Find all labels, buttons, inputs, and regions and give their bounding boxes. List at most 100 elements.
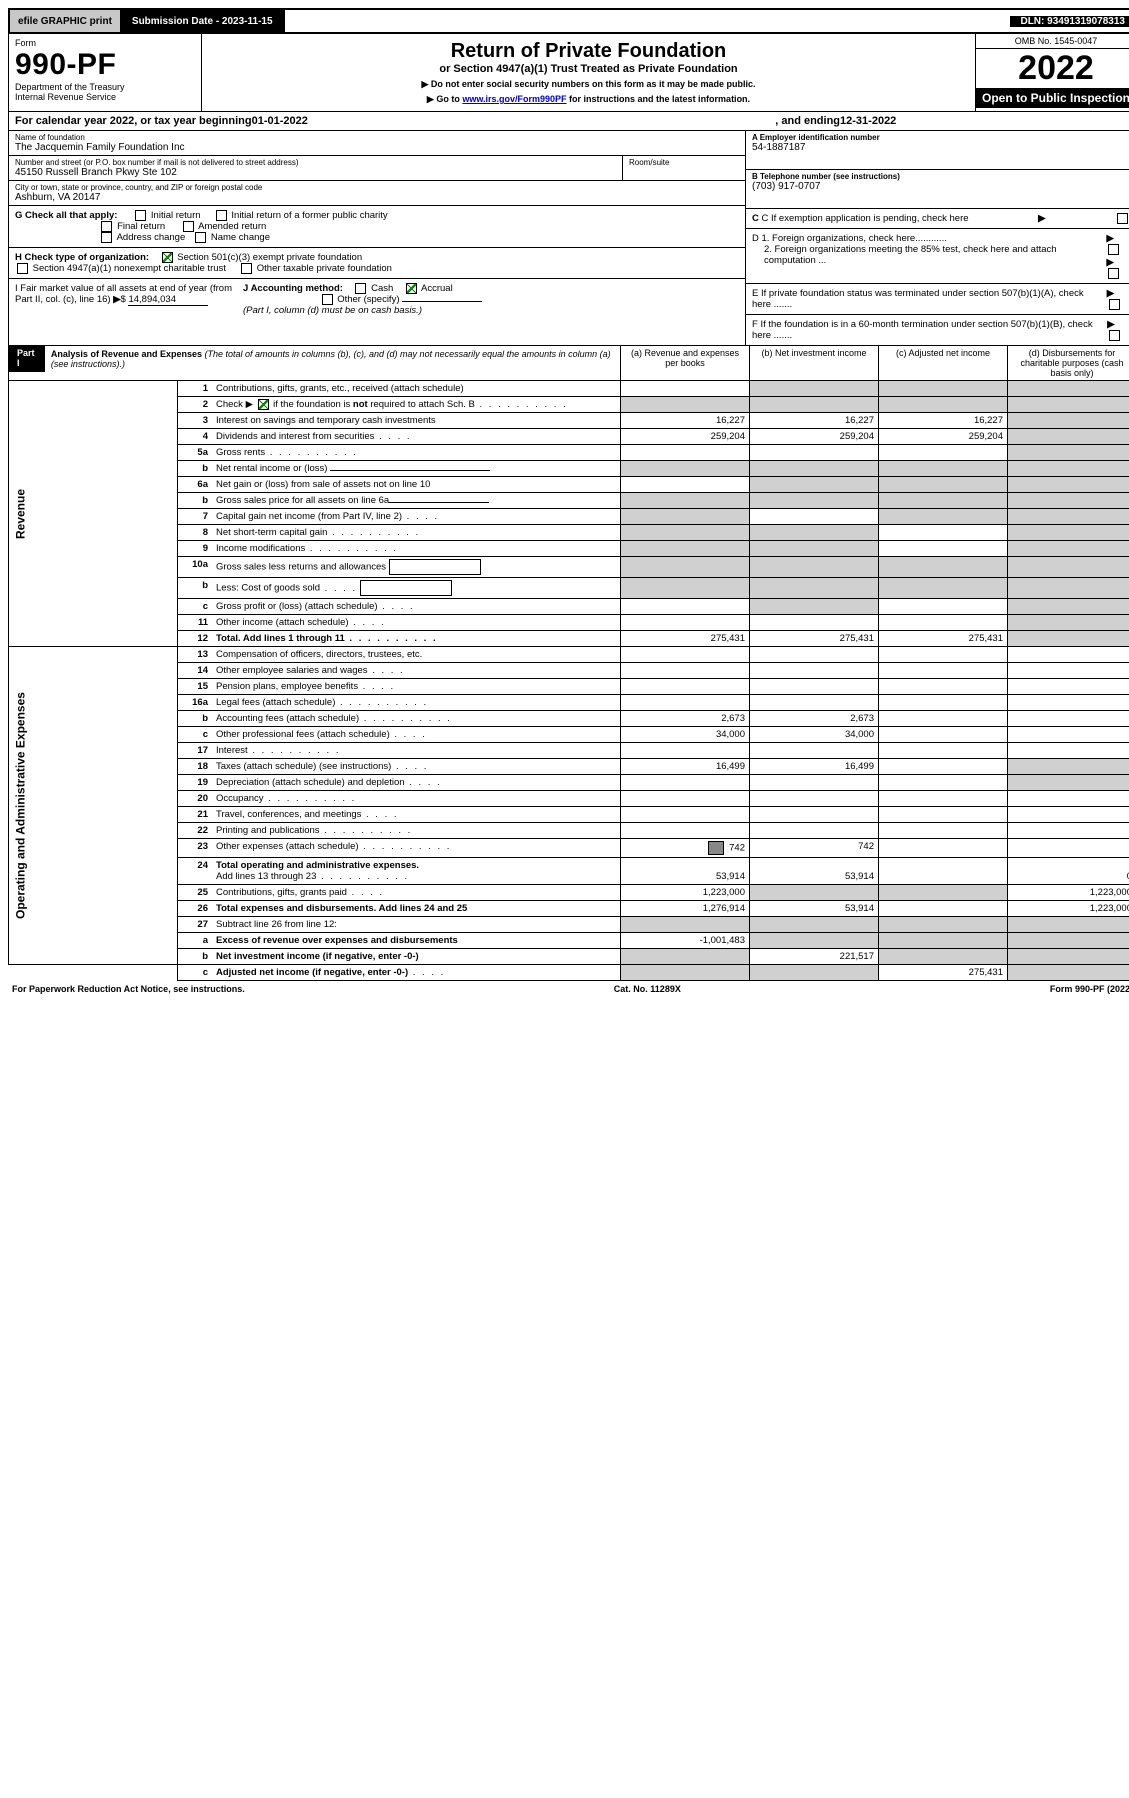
footer-left: For Paperwork Reduction Act Notice, see … (12, 984, 245, 994)
501c3-checkbox[interactable] (162, 252, 173, 263)
tel-value: (703) 917-0707 (752, 181, 1129, 192)
schb-checkbox[interactable] (258, 399, 269, 410)
r8-desc: Net short-term capital gain (212, 525, 621, 541)
part1-label: Part I (9, 346, 45, 372)
col-c-header: (c) Adjusted net income (879, 346, 1008, 381)
r8-num: 8 (178, 525, 213, 541)
r9-desc: Income modifications (212, 541, 621, 557)
street-value: 45150 Russell Branch Pkwy Ste 102 (15, 167, 616, 178)
form-number: 990-PF (15, 48, 195, 82)
i-j-row: I Fair market value of all assets at end… (9, 279, 745, 320)
r5a-num: 5a (178, 445, 213, 461)
r16b-desc: Accounting fees (attach schedule) (212, 711, 621, 727)
efile-print-button[interactable]: efile GRAPHIC print (10, 10, 122, 32)
street-label: Number and street (or P.O. box number if… (15, 158, 616, 167)
street-cell: Number and street (or P.O. box number if… (9, 156, 623, 180)
r12-a: 275,431 (621, 631, 750, 647)
r27c-c: 275,431 (879, 965, 1008, 981)
f-checkbox[interactable] (1109, 330, 1120, 341)
name-change-label: Name change (211, 232, 270, 243)
4947-checkbox[interactable] (17, 263, 28, 274)
r14-desc: Other employee salaries and wages (212, 663, 621, 679)
r10b-num: b (178, 578, 213, 599)
r27a-desc: Excess of revenue over expenses and disb… (212, 933, 621, 949)
instr2-post: for instructions and the latest informat… (567, 94, 751, 104)
calyear-begin: 01-01-2022 (252, 115, 308, 127)
foundation-name: The Jacquemin Family Foundation Inc (15, 142, 739, 153)
d2-label: 2. Foreign organizations meeting the 85%… (752, 244, 1100, 266)
r2-desc: Check ▶ if the foundation is not require… (212, 397, 621, 413)
city-cell: City or town, state or province, country… (9, 181, 745, 206)
name-change-checkbox[interactable] (195, 232, 206, 243)
r13-desc: Compensation of officers, directors, tru… (212, 647, 621, 663)
r10a-num: 10a (178, 557, 213, 578)
irs-link[interactable]: www.irs.gov/Form990PF (462, 94, 566, 104)
expenses-side-label: Operating and Administrative Expenses (9, 647, 178, 965)
footer-mid: Cat. No. 11289X (614, 984, 681, 994)
r14-num: 14 (178, 663, 213, 679)
r27c-desc: Adjusted net income (if negative, enter … (212, 965, 621, 981)
other-taxable-checkbox[interactable] (241, 263, 252, 274)
name-label: Name of foundation (15, 133, 739, 142)
d1-checkbox[interactable] (1108, 244, 1119, 255)
r26-num: 26 (178, 901, 213, 917)
r13-num: 13 (178, 647, 213, 663)
e-row: E If private foundation status was termi… (746, 284, 1129, 315)
header-right: OMB No. 1545-0047 2022 Open to Public In… (975, 34, 1129, 111)
r3-a: 16,227 (621, 413, 750, 429)
e-checkbox[interactable] (1109, 299, 1120, 310)
r4-c: 259,204 (879, 429, 1008, 445)
r23-num: 23 (178, 839, 213, 858)
r27b-b: 221,517 (750, 949, 879, 965)
amended-return-checkbox[interactable] (183, 221, 194, 232)
r12-b: 275,431 (750, 631, 879, 647)
form-header: Form 990-PF Department of the Treasury I… (8, 34, 1129, 112)
attachment-icon[interactable] (708, 841, 724, 855)
d2-checkbox[interactable] (1108, 268, 1119, 279)
accrual-checkbox[interactable] (406, 283, 417, 294)
efile-label: efile GRAPHIC print (18, 16, 112, 27)
cash-checkbox[interactable] (355, 283, 366, 294)
ein-value: 54-1887187 (752, 142, 1129, 153)
col-b-header: (b) Net investment income (750, 346, 879, 381)
r26-desc: Total expenses and disbursements. Add li… (212, 901, 621, 917)
part1-header-row: Part I Analysis of Revenue and Expenses … (9, 346, 1129, 381)
initial-return-label: Initial return (151, 210, 201, 221)
initial-return-checkbox[interactable] (135, 210, 146, 221)
r25-desc: Contributions, gifts, grants paid (212, 885, 621, 901)
r1-num: 1 (178, 381, 213, 397)
r16c-desc: Other professional fees (attach schedule… (212, 727, 621, 743)
r23-desc: Other expenses (attach schedule) (212, 839, 621, 858)
r24-d: 0 (1008, 858, 1129, 885)
r10c-desc: Gross profit or (loss) (attach schedule) (212, 599, 621, 615)
address-change-checkbox[interactable] (101, 232, 112, 243)
c-label: C If exemption application is pending, c… (762, 213, 969, 224)
tel-label: B Telephone number (see instructions) (752, 172, 1129, 181)
city-label: City or town, state or province, country… (15, 183, 739, 192)
r27a-num: a (178, 933, 213, 949)
r27-num: 27 (178, 917, 213, 933)
c-checkbox[interactable] (1117, 213, 1128, 224)
r24-num: 24 (178, 858, 213, 885)
col-d-header: (d) Disbursements for charitable purpose… (1008, 346, 1129, 381)
r18-desc: Taxes (attach schedule) (see instruction… (212, 759, 621, 775)
r26-a: 1,276,914 (621, 901, 750, 917)
open-public-label: Open to Public Inspection (976, 88, 1129, 108)
r11-num: 11 (178, 615, 213, 631)
h-label: H Check type of organization: (15, 252, 149, 263)
r22-num: 22 (178, 823, 213, 839)
final-return-checkbox[interactable] (101, 221, 112, 232)
r6b-num: b (178, 493, 213, 509)
accrual-label: Accrual (421, 283, 453, 294)
e-label: E If private foundation status was termi… (752, 288, 1101, 310)
foundation-name-cell: Name of foundation The Jacquemin Family … (9, 131, 745, 156)
r19-desc: Depreciation (attach schedule) and deple… (212, 775, 621, 791)
r26-b: 53,914 (750, 901, 879, 917)
r23-b: 742 (750, 839, 879, 858)
r4-num: 4 (178, 429, 213, 445)
r4-desc: Dividends and interest from securities (212, 429, 621, 445)
r15-num: 15 (178, 679, 213, 695)
other-method-checkbox[interactable] (322, 294, 333, 305)
r25-a: 1,223,000 (621, 885, 750, 901)
initial-former-checkbox[interactable] (216, 210, 227, 221)
